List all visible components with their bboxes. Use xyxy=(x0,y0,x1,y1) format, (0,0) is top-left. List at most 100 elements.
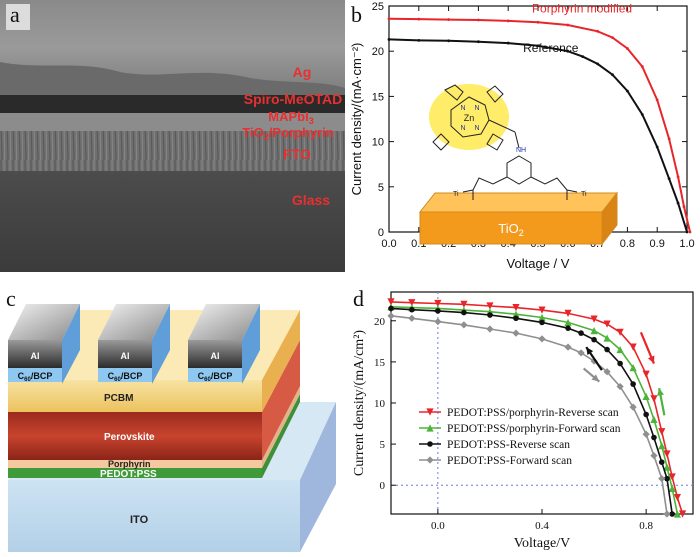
device-stack: ITO PEDOT:PSS Porphyrin Perovskite PCBM … xyxy=(6,286,336,552)
data-point xyxy=(536,44,540,48)
porphyrin-front xyxy=(8,460,262,468)
data-point xyxy=(611,36,614,40)
data-point xyxy=(506,19,510,23)
data-point xyxy=(447,18,450,21)
data-point xyxy=(596,62,599,66)
x-axis-label: Voltage/V xyxy=(514,536,571,551)
pcbm-side xyxy=(262,310,300,412)
data-point xyxy=(616,382,624,391)
glass-layer xyxy=(0,171,345,272)
triazine-linker xyxy=(462,131,578,200)
panel-label-c: c xyxy=(6,286,16,311)
y-tick-label: 15 xyxy=(372,91,384,103)
data-point xyxy=(650,415,658,424)
y-tick-label: 15 xyxy=(374,357,386,369)
y-tick-label: 0 xyxy=(380,480,386,492)
y-axis-label: Current density/(mA·cm⁻²) xyxy=(349,43,364,196)
sem-image: Ag Spiro-MeOTAD MAPbI3 TiO2/Porphyrin FT… xyxy=(0,0,345,272)
layer-label-perovskite: Perovskite xyxy=(104,432,155,443)
layer-label-ito: ITO xyxy=(130,514,149,526)
buffer-label-2: C60/BCP xyxy=(108,371,143,383)
x-tick-label: 0.4 xyxy=(535,520,549,532)
y-tick-label: 10 xyxy=(372,137,384,149)
data-point xyxy=(658,459,665,465)
legend-marker-1 xyxy=(426,408,434,416)
data-point xyxy=(590,327,598,335)
perovskite-layer xyxy=(0,113,345,131)
y-tick-label: 20 xyxy=(372,46,384,58)
layer-label-mapbi3: MAPbI3 xyxy=(268,109,313,126)
ito-side xyxy=(300,402,336,552)
data-point xyxy=(617,360,623,367)
data-point xyxy=(417,38,421,42)
panel-label-b: b xyxy=(351,2,362,27)
spiro-layer xyxy=(0,95,345,113)
data-point xyxy=(487,312,493,318)
panel-a: Ag Spiro-MeOTAD MAPbI3 TiO2/Porphyrin FT… xyxy=(0,0,345,272)
panel-c: ITO PEDOT:PSS Porphyrin Perovskite PCBM … xyxy=(0,282,345,557)
data-point xyxy=(564,343,572,351)
data-point xyxy=(676,201,680,205)
n-label-1: N xyxy=(460,105,465,112)
data-point xyxy=(650,452,658,460)
data-point xyxy=(630,381,636,387)
nh-label: NH xyxy=(516,147,526,154)
layer-label-pcbm: PCBM xyxy=(104,393,133,404)
data-point xyxy=(663,510,671,518)
data-point xyxy=(564,318,572,327)
data-point xyxy=(629,343,637,351)
electrode-label-3: Al xyxy=(211,351,220,361)
data-point xyxy=(643,411,649,418)
data-point xyxy=(642,392,650,401)
data-point xyxy=(565,325,571,331)
data-point xyxy=(651,434,657,441)
series-line-2 xyxy=(388,38,688,233)
data-point xyxy=(596,29,599,33)
tio2-substrate-top xyxy=(418,192,619,213)
data-point xyxy=(682,205,686,209)
y-axis-label: Current density/(mA/cm²) xyxy=(352,330,367,476)
n-label-3: N xyxy=(460,125,465,132)
data-point xyxy=(642,370,650,378)
panel-b: 0.00.10.20.30.40.50.60.70.80.91.00510152… xyxy=(345,0,700,278)
series-line-3 xyxy=(390,307,673,515)
data-point xyxy=(603,320,611,328)
x-tick-label: 0.9 xyxy=(650,238,665,250)
data-point xyxy=(512,329,520,337)
data-point xyxy=(650,395,658,403)
data-point xyxy=(460,300,468,308)
zn-label: Zn xyxy=(464,113,475,123)
data-point xyxy=(591,336,597,343)
data-point xyxy=(486,325,494,333)
x-tick-label: 0.0 xyxy=(381,238,396,250)
data-point xyxy=(663,463,671,471)
scan-arrowhead-3 xyxy=(586,347,594,356)
data-point xyxy=(688,230,692,234)
data-point xyxy=(477,40,480,44)
layer-label-pedot: PEDOT:PSS xyxy=(100,469,157,480)
chart-d-plot: 0.0 0.4 0.8 0 5 10 15 20 Voltage/V Current densit… xyxy=(352,291,694,551)
legend-label-1: PEDOT:PSS/porphyrin-Reverse scan xyxy=(447,407,619,419)
x-tick-label: 1.0 xyxy=(679,238,694,250)
electrode-2: Al C60/BCP xyxy=(98,304,170,384)
data-point xyxy=(616,328,624,336)
data-point xyxy=(434,318,442,326)
data-point xyxy=(577,349,585,357)
x-tick-label: 0.8 xyxy=(620,238,635,250)
chart-d: 0.0 0.4 0.8 0 5 10 15 20 Voltage/V Current densit… xyxy=(352,286,694,551)
layer-label-tio2-porphyrin: TiO2/Porphyrin xyxy=(242,125,334,142)
data-point xyxy=(658,475,666,483)
scan-arrowhead-1 xyxy=(647,355,655,364)
data-point xyxy=(408,299,416,307)
data-point xyxy=(685,230,689,234)
layer-label-ag: Ag xyxy=(293,64,312,80)
series-line-1 xyxy=(388,17,691,233)
data-point xyxy=(408,314,416,322)
porphyrin-glow xyxy=(429,84,509,150)
layer-label-porphyrin: Porphyrin xyxy=(108,459,151,469)
data-point xyxy=(512,310,520,318)
legend-marker-2 xyxy=(426,424,434,432)
data-point xyxy=(460,321,468,329)
legend-label-2: PEDOT:PSS/porphyrin-Forward scan xyxy=(447,423,621,435)
data-point xyxy=(581,55,585,59)
